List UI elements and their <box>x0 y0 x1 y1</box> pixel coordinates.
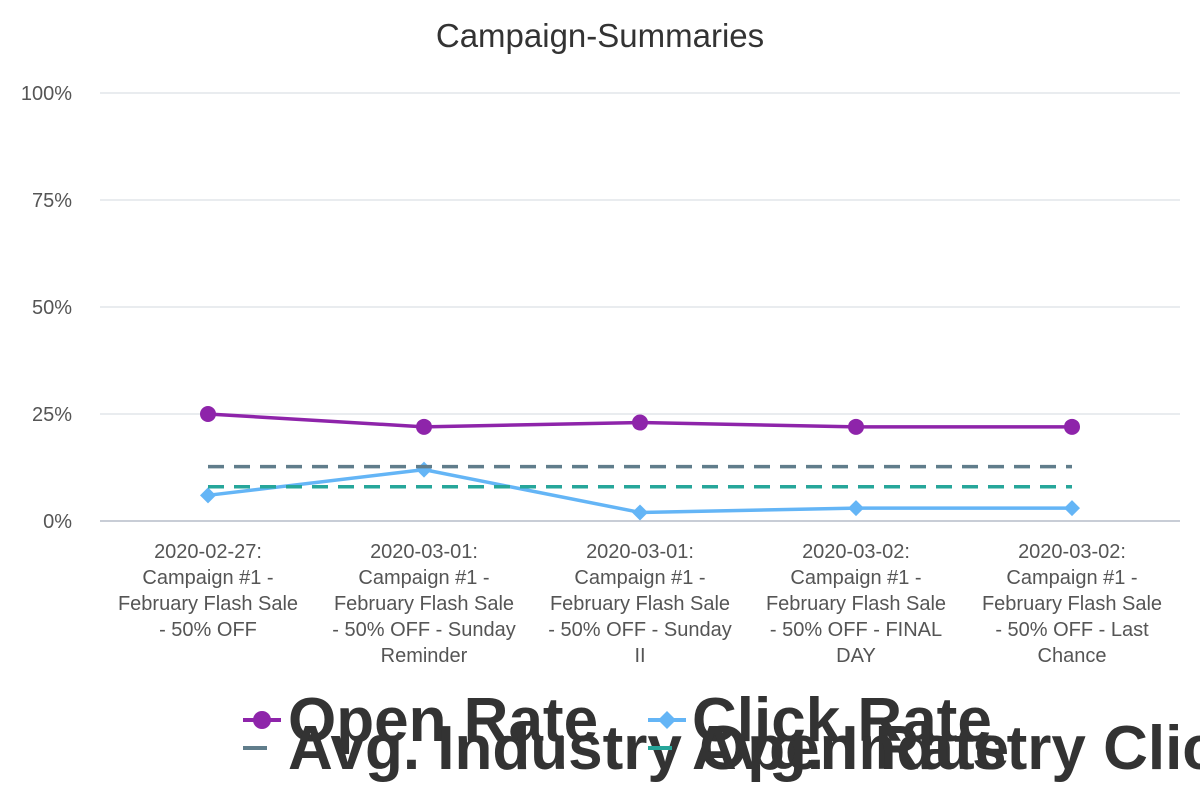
gridlines <box>100 92 1180 522</box>
x-tick-label-line: February Flash Sale <box>766 593 946 615</box>
x-tick-label-line: 2020-03-02: <box>1018 541 1126 563</box>
legend-item-click-rate[interactable]: Click Rate <box>648 686 992 755</box>
data-point-open-rate[interactable] <box>1064 418 1080 435</box>
x-tick-label-line: Campaign #1 - <box>1006 567 1137 589</box>
x-tick-label-line: Chance <box>1038 645 1107 667</box>
x-tick-label-line: - 50% OFF - FINAL <box>770 619 942 641</box>
y-tick-label: 25% <box>32 404 72 426</box>
data-point-open-rate[interactable] <box>848 418 864 435</box>
x-tick-label-line: - 50% OFF - Sunday <box>548 619 731 641</box>
y-tick-label: 0% <box>43 511 72 533</box>
x-tick-label-line: DAY <box>836 645 876 667</box>
x-tick-label-line: 2020-03-02: <box>802 541 910 563</box>
legend-label: Avg. Industry Click Rate <box>692 714 1200 783</box>
x-tick-label: 2020-03-02: Campaign #1 - February Flash S… <box>982 541 1162 667</box>
data-point-click-rate[interactable] <box>848 500 864 517</box>
legend-item-avg-industry-click-rate[interactable]: Avg. Industry Click Rate <box>648 714 1200 783</box>
data-point-open-rate[interactable] <box>416 418 432 435</box>
x-tick-label-line: Campaign #1 - <box>142 567 273 589</box>
x-tick-label-line: Campaign #1 - <box>790 567 921 589</box>
chart-title: Campaign-Summaries <box>436 17 764 54</box>
x-tick-label-line: February Flash Sale <box>118 593 298 615</box>
x-axis-tick-labels: 2020-02-27: Campaign #1 - February Flash S… <box>118 541 1162 667</box>
data-point-click-rate[interactable] <box>200 487 216 504</box>
x-tick-label-line: Campaign #1 - <box>574 567 705 589</box>
legend-swatch-marker <box>253 711 271 729</box>
x-tick-label-line: 2020-03-01: <box>370 541 478 563</box>
x-tick-label-line: February Flash Sale <box>982 593 1162 615</box>
x-tick-label-line: - 50% OFF - Last <box>995 619 1149 641</box>
x-tick-label-line: 2020-03-01: <box>586 541 694 563</box>
x-tick-label: 2020-02-27: Campaign #1 - February Flash S… <box>118 541 298 641</box>
y-tick-label: 75% <box>32 190 72 212</box>
y-axis-tick-labels: 0% 25% 50% 75% 100% <box>21 83 72 533</box>
x-tick-label-line: February Flash Sale <box>334 593 514 615</box>
data-point-click-rate[interactable] <box>416 461 432 478</box>
x-tick-label: 2020-03-01: Campaign #1 - February Flash S… <box>548 541 731 667</box>
data-point-click-rate[interactable] <box>1064 500 1080 517</box>
x-tick-label: 2020-03-02: Campaign #1 - February Flash S… <box>766 541 946 667</box>
data-point-open-rate[interactable] <box>200 406 216 422</box>
x-tick-label-line: February Flash Sale <box>550 593 730 615</box>
x-tick-label-line: Campaign #1 - <box>358 567 489 589</box>
legend-label: Click Rate <box>692 686 992 755</box>
x-tick-label-line: - 50% OFF <box>159 619 257 641</box>
legend-swatch-marker <box>658 711 676 729</box>
x-tick-label-line: II <box>634 645 645 667</box>
x-tick-label-line: - 50% OFF - Sunday <box>332 619 515 641</box>
x-tick-label-line: Reminder <box>381 645 468 667</box>
legend-label: Open Rate <box>288 686 598 755</box>
x-tick-label-line: 2020-02-27: <box>154 541 262 563</box>
legend-item-open-rate[interactable]: Open Rate <box>243 686 598 755</box>
y-tick-label: 100% <box>21 83 72 105</box>
x-tick-label: 2020-03-01: Campaign #1 - February Flash S… <box>332 541 515 667</box>
series-group <box>200 406 1080 521</box>
data-point-click-rate[interactable] <box>632 504 648 521</box>
y-tick-label: 50% <box>32 297 72 319</box>
data-point-open-rate[interactable] <box>632 414 648 431</box>
